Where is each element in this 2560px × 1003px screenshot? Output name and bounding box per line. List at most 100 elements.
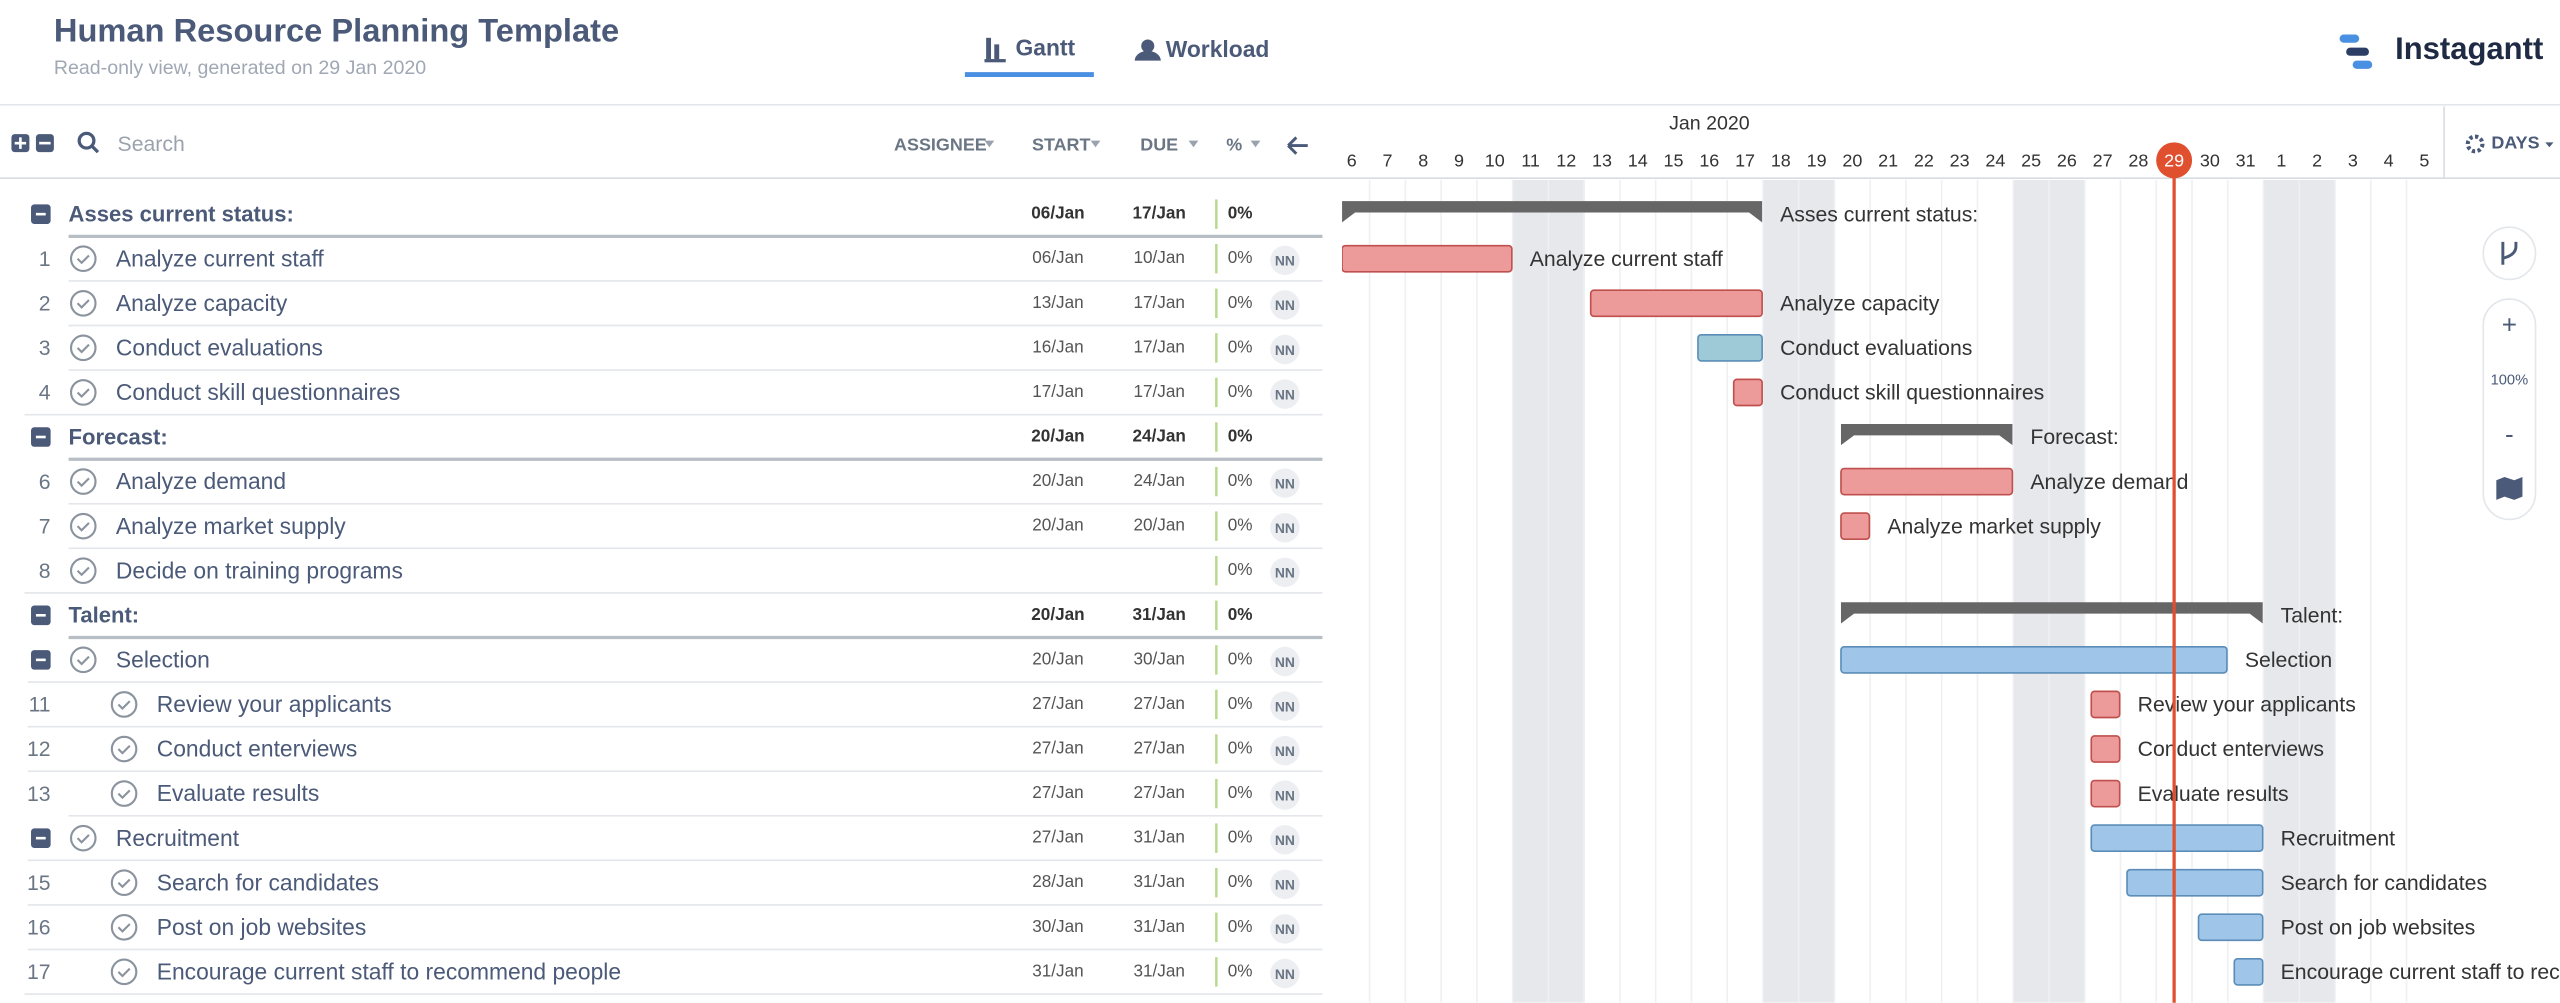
bar-label: Analyze capacity [1780, 293, 1940, 316]
task-name[interactable]: Post on job websites [157, 914, 367, 940]
complete-toggle[interactable] [69, 379, 97, 406]
scale-label[interactable]: DAYS [2491, 133, 2539, 153]
complete-toggle[interactable] [69, 245, 97, 273]
start-date: 31/Jan [1032, 960, 1083, 980]
assignee-avatar [1270, 290, 1300, 320]
gantt-tab[interactable]: Gantt [964, 34, 1094, 78]
weekend-shade [2013, 179, 2049, 1003]
day-label: 17 [1735, 151, 1755, 171]
column-header[interactable]: % [1226, 134, 1242, 154]
task-bar[interactable] [2090, 779, 2121, 808]
toolbar [0, 106, 2560, 179]
task-bar[interactable] [1697, 333, 1763, 362]
filter-icon[interactable] [1090, 140, 1101, 148]
check [76, 343, 90, 354]
filter-icon[interactable] [984, 140, 995, 148]
complete-toggle[interactable] [110, 913, 138, 941]
day-label: 31 [2236, 151, 2256, 171]
task-bar[interactable] [1589, 289, 1763, 318]
task-bar[interactable] [2233, 957, 2264, 986]
zoom-in[interactable]: + [2502, 310, 2517, 340]
gantt-area: Asses current status: Analyze current sta… [1342, 179, 2560, 1003]
complete-toggle[interactable] [69, 824, 97, 852]
task-bar[interactable] [2197, 913, 2264, 942]
task-name[interactable]: Decide on training programs [116, 557, 403, 583]
weekend-shade [1548, 179, 1585, 1003]
complete-toggle[interactable] [69, 646, 97, 674]
tab-label[interactable]: Gantt [1016, 34, 1076, 60]
due-date: 17/Jan [1133, 381, 1184, 401]
complete-toggle[interactable] [69, 512, 97, 540]
due-date: 31/Jan [1133, 960, 1184, 980]
task-bar[interactable] [1732, 378, 1763, 407]
scale-dropdown[interactable]: DAYS [2465, 133, 2554, 154]
complete-toggle[interactable] [110, 869, 138, 897]
complete-toggle[interactable] [69, 468, 97, 495]
task-name[interactable]: Selection [116, 647, 210, 673]
progress: 0% [1228, 515, 1253, 535]
task-name[interactable]: Conduct enterviews [157, 736, 358, 762]
zoom-out[interactable]: - [2505, 419, 2514, 449]
task-bar[interactable] [1840, 645, 2228, 674]
task-bar[interactable] [2090, 824, 2264, 853]
weekend-shade [1798, 179, 1835, 1003]
task-name[interactable]: Recruitment [116, 825, 240, 851]
collapse-arrow[interactable] [1287, 136, 1308, 155]
column-header[interactable]: ASSIGNEE [894, 134, 987, 154]
complete-toggle[interactable] [110, 735, 138, 763]
day-label: 27 [2093, 151, 2113, 171]
complete-toggle[interactable] [69, 557, 97, 585]
workload-tab[interactable]: Workload [1134, 36, 1270, 62]
task-list: Asses current status: 06/Jan 17/Jan 0% 1 Anal… [24, 199, 1323, 995]
assignee-avatar [1270, 825, 1300, 855]
complete-toggle[interactable] [110, 958, 138, 986]
group-name[interactable]: Asses current status: [69, 202, 294, 227]
bar-label: Recruitment [2281, 827, 2395, 850]
weekend-shade [2048, 179, 2085, 1003]
due-date: 31/Jan [1133, 916, 1184, 936]
search-input[interactable]: Search [118, 133, 185, 156]
weekend-shade [1512, 179, 1549, 1003]
task-name[interactable]: Conduct skill questionnaires [116, 379, 400, 405]
progress: 0% [1228, 247, 1253, 267]
map-button[interactable] [2496, 477, 2523, 500]
task-bar[interactable] [2126, 868, 2264, 897]
task-name[interactable]: Search for candidates [157, 869, 379, 895]
complete-toggle[interactable] [110, 691, 138, 718]
task-name[interactable]: Conduct evaluations [116, 335, 323, 361]
assignee-avatar [1270, 646, 1300, 677]
group-name[interactable]: Talent: [69, 603, 140, 628]
assignee-avatar [1270, 245, 1300, 276]
task-bar[interactable] [1840, 512, 1871, 541]
due-date: 27/Jan [1133, 693, 1184, 713]
bar-label: Forecast: [2030, 426, 2118, 449]
task-name[interactable]: Encourage current staff to recommend peo… [157, 959, 621, 985]
tab-label[interactable]: Workload [1166, 36, 1270, 62]
task-bar[interactable] [1840, 467, 2014, 496]
expand-collapse[interactable] [11, 134, 54, 153]
task-name[interactable]: Evaluate results [157, 780, 320, 806]
column-header[interactable]: DUE [1140, 134, 1178, 154]
start-date: 06/Jan [1032, 247, 1083, 267]
task-name[interactable]: Analyze demand [116, 468, 286, 494]
column-header[interactable]: START [1032, 134, 1090, 154]
assignee: NN [1275, 297, 1295, 313]
start-date: 20/Jan [1032, 648, 1083, 668]
task-name[interactable]: Analyze current staff [116, 245, 324, 271]
branch-button[interactable] [2482, 226, 2537, 281]
filter-icon[interactable] [1250, 140, 1261, 148]
complete-toggle[interactable] [110, 780, 138, 807]
task-name[interactable]: Analyze capacity [116, 290, 288, 316]
task-bar[interactable] [2090, 735, 2121, 763]
task-name[interactable]: Analyze market supply [116, 513, 346, 539]
task-bar[interactable] [1342, 244, 1513, 273]
group-name[interactable]: Forecast: [69, 424, 168, 449]
task-bar[interactable] [2090, 690, 2121, 719]
complete-toggle[interactable] [69, 289, 97, 317]
task-name[interactable]: Review your applicants [157, 691, 392, 717]
filter-icon[interactable] [1188, 140, 1199, 148]
complete-toggle[interactable] [69, 334, 97, 362]
bar-label: Search for candidates [2281, 872, 2487, 895]
assignee-avatar [1270, 513, 1300, 543]
